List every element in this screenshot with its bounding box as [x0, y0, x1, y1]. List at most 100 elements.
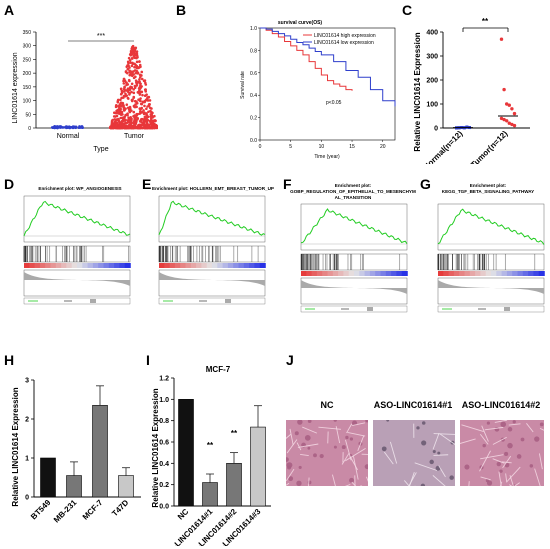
a-dot-tumor [109, 125, 112, 129]
h-yticks: 0 1 2 3 [25, 378, 34, 502]
a-dot-tumor [114, 118, 118, 122]
a-dot-tumor [123, 85, 126, 89]
a-dot-tumor [134, 126, 138, 130]
a-dot-tumor [138, 110, 142, 113]
a-dot-tumor [132, 88, 135, 91]
gsea-legend-box [23, 297, 131, 305]
a-dot-tumor [142, 118, 145, 122]
a-dot-tumor [138, 78, 141, 81]
j-tube-line [481, 425, 489, 442]
j-cell [464, 464, 470, 470]
a-dot-tumor [143, 126, 147, 130]
j-tube-line [506, 466, 521, 482]
a-dot-tumor [133, 49, 137, 53]
a-dot-tumor [140, 111, 144, 114]
j-tube-line [286, 468, 295, 482]
j-cell [386, 420, 390, 422]
j-tube-line [414, 462, 438, 471]
h-bar [40, 457, 56, 498]
c-point-tumor [505, 119, 509, 123]
a-dot-tumor [140, 74, 143, 77]
gsea-metric-box [158, 269, 266, 297]
a-dot-tumor [130, 64, 134, 68]
j-tube-line [492, 436, 507, 445]
j-tube-line [349, 455, 358, 471]
a-dot-tumor [132, 70, 135, 73]
a-dot-tumor [124, 81, 128, 84]
j-tube-line [408, 472, 417, 486]
panel-b-survival: survival curve(OS) Survival rate 0.00.20… [240, 20, 396, 160]
panel-g-gsea: Enrichment plot: KEGG_TGF_BETA_SIGNALING… [437, 183, 545, 313]
b-yticks: 0.0 0.2 0.4 0.6 0.8 1.0 [250, 26, 260, 144]
gsea-rank-gradient [375, 271, 382, 276]
a-dot-tumor [126, 106, 130, 110]
a-dot-tumor [140, 70, 144, 74]
gsea-metric-box [437, 277, 545, 305]
j-tube-line [526, 423, 534, 433]
i-ytick-label: 1.0 [159, 397, 169, 404]
a-dot-tumor [116, 111, 120, 115]
a-dot-tumor [138, 87, 142, 90]
a-dot-tumor [133, 84, 137, 88]
j-tube-line [302, 426, 318, 434]
e-title: Enrichment plot: HOLLERN_EMT_BREAST_TUMO… [152, 186, 274, 191]
j-cell [421, 440, 427, 446]
j-tube-line [433, 454, 449, 456]
gsea-rank-gradient [66, 263, 73, 268]
gsea-rank-gradient [185, 263, 192, 268]
c-point-tumor [510, 122, 514, 127]
j-micrograph-aso2 [460, 420, 544, 486]
a-dot-tumor [118, 106, 121, 110]
j-tube-line [318, 426, 341, 430]
gsea-rank-gradient [512, 271, 519, 276]
gsea-hits-box [300, 253, 408, 271]
a-dot-tumor [119, 101, 123, 105]
a-dot-tumor [124, 121, 127, 125]
gsea-rank-gradient [159, 263, 166, 268]
gsea-metric-area [301, 280, 407, 294]
gsea-rank-gradient [316, 271, 323, 276]
j-tube-line [498, 471, 502, 486]
i-ytick-label: 0.4 [159, 461, 169, 468]
j-cell [307, 420, 312, 423]
gsea-rank-gradient [369, 271, 376, 276]
a-dot-tumor [143, 104, 146, 108]
c-ytick-label: 200 [426, 78, 438, 85]
a-dot-tumor [129, 122, 133, 125]
a-dot-tumor [145, 114, 148, 117]
i-ylabel: Relative LINC01614 Expression [151, 388, 160, 507]
gsea-rank-gradient [475, 271, 482, 276]
a-dot-tumor [133, 117, 136, 121]
gsea-es-box [437, 203, 545, 251]
gsea-rank-gradient [453, 271, 460, 276]
j-tube-line [353, 456, 359, 480]
gsea-rank-gradient [496, 271, 503, 276]
c-point-tumor [499, 37, 504, 41]
j-tube-line [461, 424, 484, 432]
a-dot-tumor [144, 98, 148, 102]
i-sig1: ** [207, 441, 214, 450]
gsea-rank-gradient [306, 271, 313, 276]
gsea-rank-gradient [201, 263, 208, 268]
a-dot-tumor [140, 102, 144, 106]
gsea-es-box [300, 203, 408, 251]
b-xtick-label: 0 [259, 144, 262, 150]
panel-i-bar: MCF-7 Relative LINC01614 Expression 0.00… [151, 365, 271, 546]
gsea-rank-gradient [190, 263, 197, 268]
gsea-rank-gradient [108, 263, 115, 268]
a-dot-tumor [144, 118, 148, 122]
a-dot-tumor [149, 118, 153, 122]
a-dot-tumor [146, 105, 149, 108]
h-bar [92, 405, 108, 498]
j-cell [507, 426, 513, 432]
f-title2: GOBP_REGULATION_OF_EPITHELIAL_TO_MESENCH… [290, 189, 416, 194]
a-dot-tumor [123, 118, 126, 122]
gsea-rank-gradient [391, 271, 398, 276]
a-ytick-label: 200 [23, 71, 32, 77]
a-dot-tumor [144, 90, 148, 93]
a-dot-normal [67, 125, 71, 128]
gsea-rank-gradient [301, 271, 308, 276]
a-dot-tumor [138, 120, 142, 123]
j-tube-line [286, 482, 290, 486]
b-xlabel: Time (year) [314, 154, 340, 160]
